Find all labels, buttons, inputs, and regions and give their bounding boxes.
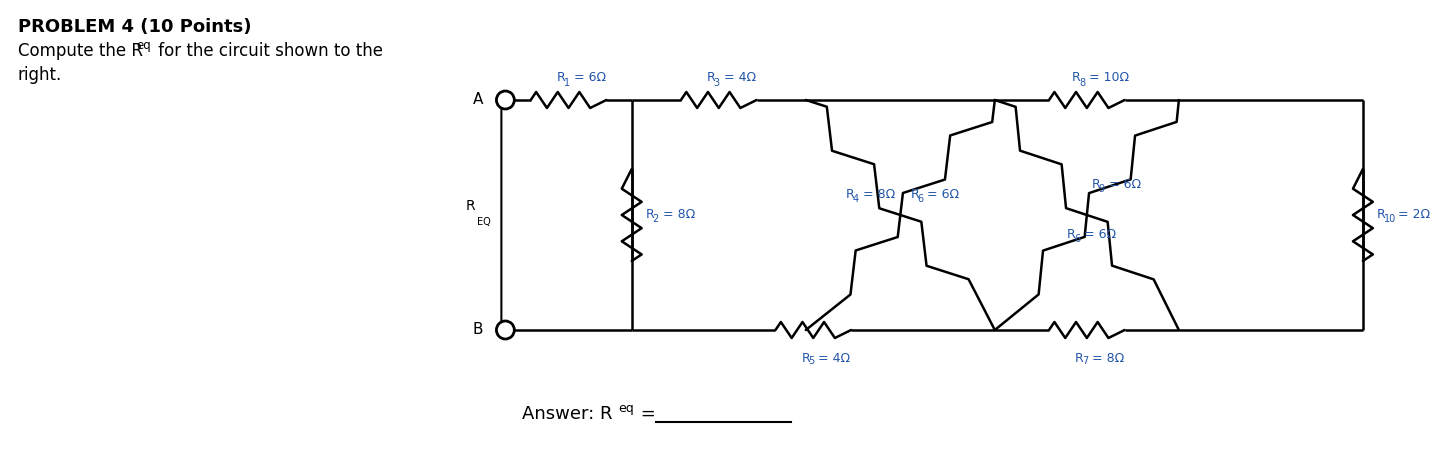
Text: = 8Ω: = 8Ω bbox=[659, 208, 695, 221]
Text: EQ: EQ bbox=[476, 217, 490, 227]
Text: 10: 10 bbox=[1383, 214, 1396, 224]
Text: = 6Ω: = 6Ω bbox=[569, 71, 605, 84]
Text: 5: 5 bbox=[808, 356, 814, 366]
Text: R: R bbox=[1091, 178, 1100, 191]
Text: = 4Ω: = 4Ω bbox=[814, 352, 850, 365]
Text: = 10Ω: = 10Ω bbox=[1084, 71, 1129, 84]
Text: 7: 7 bbox=[1081, 356, 1089, 366]
Text: 1: 1 bbox=[564, 78, 569, 88]
Text: = 6Ω: = 6Ω bbox=[1080, 229, 1116, 242]
Text: for the circuit shown to the: for the circuit shown to the bbox=[154, 42, 383, 60]
Text: R: R bbox=[1067, 229, 1076, 242]
Text: R: R bbox=[1376, 208, 1386, 221]
Circle shape bbox=[496, 91, 515, 109]
Text: 4: 4 bbox=[853, 194, 858, 204]
Text: = 2Ω: = 2Ω bbox=[1393, 208, 1429, 221]
Text: R: R bbox=[846, 189, 854, 201]
Text: R: R bbox=[466, 199, 476, 213]
Text: = 8Ω: = 8Ω bbox=[858, 189, 894, 201]
Text: R: R bbox=[910, 189, 919, 201]
Text: 9: 9 bbox=[1099, 184, 1104, 194]
Text: =: = bbox=[634, 405, 661, 423]
Text: Answer: R: Answer: R bbox=[522, 405, 613, 423]
Text: = 6Ω: = 6Ω bbox=[923, 189, 959, 201]
Text: 6: 6 bbox=[917, 194, 923, 204]
Text: R: R bbox=[707, 71, 716, 84]
Text: R: R bbox=[801, 352, 810, 365]
Text: B: B bbox=[473, 323, 483, 337]
Text: = 8Ω: = 8Ω bbox=[1087, 352, 1125, 365]
Text: 3: 3 bbox=[713, 78, 720, 88]
Text: R: R bbox=[1071, 71, 1081, 84]
Text: 6: 6 bbox=[1074, 234, 1080, 244]
Text: 2: 2 bbox=[653, 214, 659, 224]
Text: R: R bbox=[646, 208, 654, 221]
Text: PROBLEM 4 (10 Points): PROBLEM 4 (10 Points) bbox=[17, 18, 252, 36]
Text: 8: 8 bbox=[1078, 78, 1086, 88]
Text: eq: eq bbox=[137, 39, 151, 52]
Circle shape bbox=[496, 321, 515, 339]
Text: eq: eq bbox=[618, 402, 634, 415]
Text: A: A bbox=[473, 93, 483, 107]
Text: R: R bbox=[1074, 352, 1084, 365]
Text: = 4Ω: = 4Ω bbox=[720, 71, 756, 84]
Text: Compute the R: Compute the R bbox=[17, 42, 142, 60]
Text: R: R bbox=[557, 71, 565, 84]
Text: = 6Ω: = 6Ω bbox=[1104, 178, 1140, 191]
Text: right.: right. bbox=[17, 66, 62, 84]
